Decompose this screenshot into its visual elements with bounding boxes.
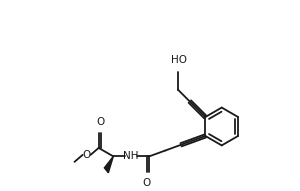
Polygon shape [104, 156, 113, 173]
Text: O: O [142, 178, 150, 188]
Text: O: O [97, 117, 105, 127]
Text: NH: NH [124, 151, 139, 161]
Text: HO: HO [171, 55, 187, 65]
Text: O: O [82, 150, 91, 160]
